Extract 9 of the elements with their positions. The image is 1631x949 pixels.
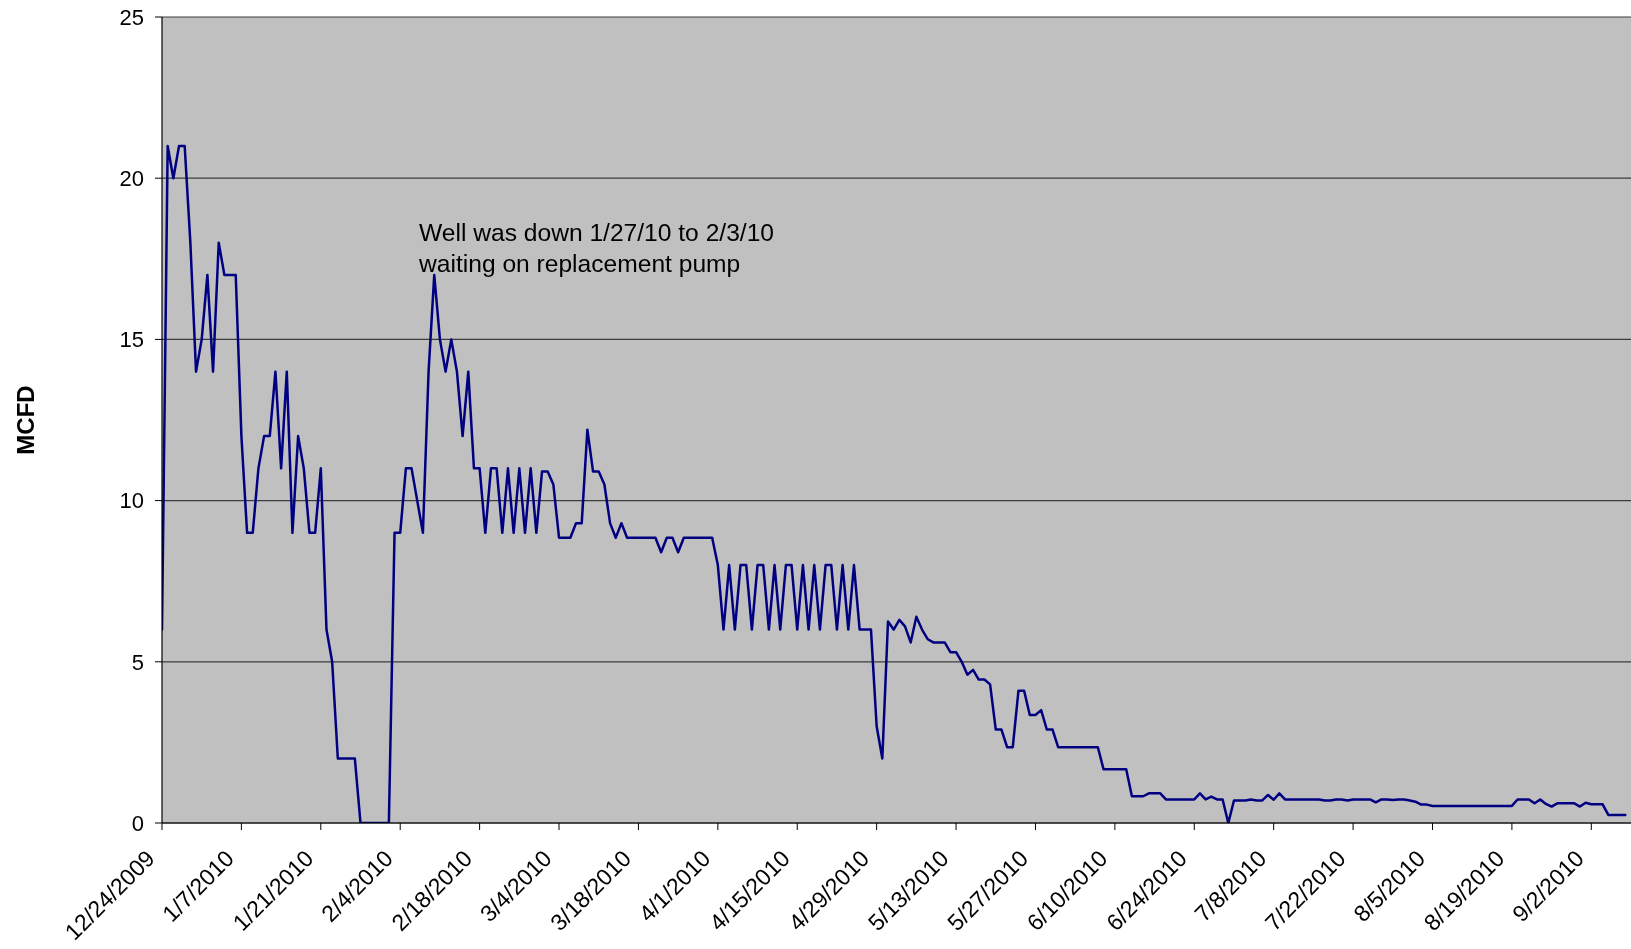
y-tick-label: 5: [131, 649, 144, 675]
y-tick-label: 15: [119, 327, 144, 353]
y-axis-title: MCFD: [11, 385, 39, 455]
line-series: [162, 144, 1627, 823]
y-tick-label: 10: [119, 488, 144, 514]
y-tick-label: 25: [119, 4, 144, 30]
annotation: Well was down 1/27/10 to 2/3/10 waiting on replacement pump: [419, 218, 775, 279]
y-tick-label: 20: [119, 166, 144, 192]
y-tick-label: 0: [131, 810, 144, 836]
